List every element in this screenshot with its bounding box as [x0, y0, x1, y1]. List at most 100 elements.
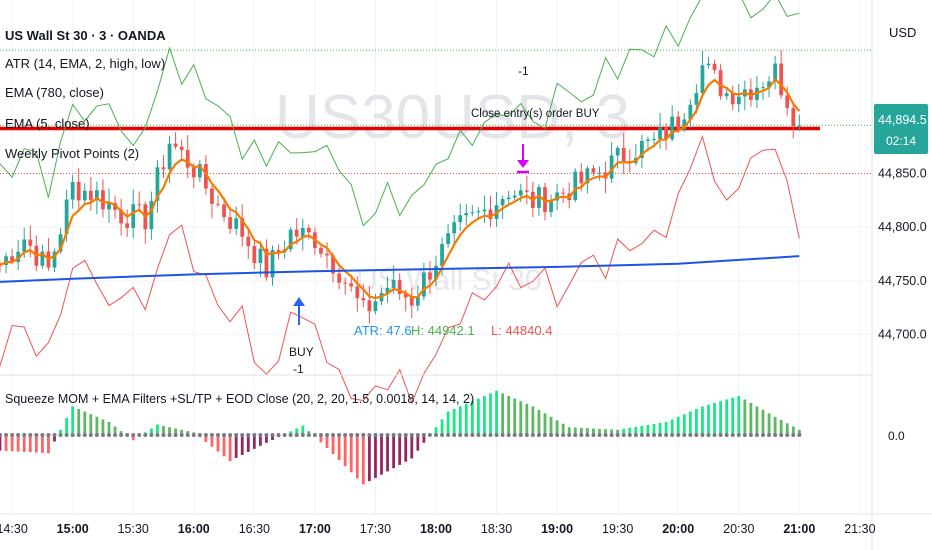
candle-body[interactable] [482, 209, 487, 212]
candle-body[interactable] [470, 212, 475, 214]
candle-body[interactable] [173, 143, 178, 147]
candle-body[interactable] [543, 187, 547, 212]
candle-body[interactable] [264, 248, 269, 278]
candle-body[interactable] [337, 273, 341, 283]
candle-body[interactable] [258, 248, 263, 264]
atr-upper-band[interactable] [0, 0, 800, 227]
indicator-ema-5[interactable]: EMA (5, close) [5, 116, 90, 131]
candle-body[interactable] [52, 251, 57, 268]
candle-body[interactable] [300, 228, 305, 237]
candle-body[interactable] [137, 204, 142, 206]
oscillator-title[interactable]: Squeeze MOM + EMA Filters +SL/TP + EOD C… [5, 392, 474, 406]
candle-body[interactable] [476, 211, 481, 213]
ema-fast-line[interactable] [0, 77, 801, 300]
candle-body[interactable] [131, 204, 136, 228]
candle-body[interactable] [252, 246, 257, 264]
candle-body[interactable] [573, 171, 578, 201]
candle-body[interactable] [10, 256, 14, 263]
candle-body[interactable] [609, 155, 614, 179]
candle-body[interactable] [767, 81, 771, 88]
candle-body[interactable] [119, 209, 123, 224]
candle-body[interactable] [149, 200, 154, 230]
candle-body[interactable] [688, 104, 693, 120]
candle-body[interactable] [276, 249, 281, 253]
candle-body[interactable] [555, 192, 559, 201]
candle-body[interactable] [797, 125, 802, 127]
candle-body[interactable] [446, 233, 450, 244]
candle-body[interactable] [579, 171, 584, 184]
candle-body[interactable] [306, 228, 311, 233]
candle-body[interactable] [343, 282, 348, 284]
candle-body[interactable] [664, 127, 668, 140]
candle-body[interactable] [718, 70, 723, 97]
candle-body[interactable] [88, 190, 93, 201]
candle-body[interactable] [676, 116, 681, 130]
atr-lower-band[interactable] [0, 134, 800, 405]
candle-body[interactable] [204, 164, 208, 189]
candle-body[interactable] [167, 143, 172, 170]
candle-body[interactable] [4, 256, 8, 265]
candle-body[interactable] [549, 200, 553, 212]
candle-body[interactable] [591, 168, 596, 173]
candle-body[interactable] [391, 279, 396, 288]
candle-body[interactable] [458, 215, 463, 223]
candle-body[interactable] [294, 229, 299, 237]
candle-body[interactable] [791, 108, 796, 127]
candle-body[interactable] [712, 63, 717, 71]
candle-body[interactable] [325, 253, 329, 256]
candle-body[interactable] [658, 127, 662, 140]
candle-body[interactable] [125, 223, 130, 228]
candle-body[interactable] [682, 119, 687, 130]
candle-body[interactable] [82, 190, 87, 201]
candle-body[interactable] [355, 286, 360, 299]
candle-body[interactable] [349, 283, 354, 287]
candle-body[interactable] [694, 93, 699, 105]
candle-body[interactable] [730, 93, 735, 105]
candle-body[interactable] [561, 192, 566, 194]
candle-body[interactable] [422, 272, 426, 297]
candle-body[interactable] [706, 63, 711, 66]
indicator-atr[interactable]: ATR (14, EMA, 2, high, low) [5, 56, 165, 71]
candle-body[interactable] [640, 140, 644, 158]
candle-body[interactable] [773, 63, 777, 82]
candle-body[interactable] [16, 251, 21, 263]
candle-body[interactable] [22, 239, 27, 252]
candle-body[interactable] [246, 236, 251, 247]
candle-body[interactable] [512, 195, 517, 198]
candle-body[interactable] [367, 300, 372, 312]
candle-body[interactable] [452, 222, 457, 234]
indicator-ema-780[interactable]: EMA (780, close) [5, 85, 104, 100]
candle-body[interactable] [506, 197, 511, 199]
candle-body[interactable] [234, 218, 239, 229]
candle-body[interactable] [270, 249, 275, 278]
candle-body[interactable] [652, 139, 656, 141]
candle-body[interactable] [428, 272, 432, 280]
candle-body[interactable] [524, 190, 529, 192]
candle-body[interactable] [785, 95, 790, 109]
candle-body[interactable] [736, 96, 741, 105]
time-axis[interactable]: 14:30 15:00 15:30 16:00 16:30 17:00 17:30 18:00… [0, 522, 876, 536]
ema-slow-line[interactable] [0, 255, 800, 283]
candle-body[interactable] [197, 164, 202, 178]
candle-body[interactable] [240, 218, 245, 237]
currency-label[interactable]: USD [889, 25, 916, 40]
price-axis[interactable]: 44,700.0 44,750.0 44,800.0 44,850.0 [878, 167, 927, 342]
candle-body[interactable] [179, 146, 184, 150]
candle-body[interactable] [288, 229, 293, 250]
candle-body[interactable] [597, 172, 602, 174]
candle-body[interactable] [222, 204, 226, 218]
candle-body[interactable] [95, 190, 99, 201]
indicator-pivots[interactable]: Weekly Pivot Points (2) [5, 146, 139, 161]
candle-body[interactable] [761, 87, 765, 89]
candle-body[interactable] [724, 93, 729, 97]
candle-body[interactable] [397, 279, 402, 294]
candle-body[interactable] [779, 63, 784, 96]
candle-body[interactable] [155, 167, 160, 201]
candle-body[interactable] [64, 199, 69, 235]
candle-body[interactable] [319, 248, 323, 254]
candle-body[interactable] [40, 251, 45, 266]
candle-body[interactable] [58, 234, 63, 252]
candle-body[interactable] [210, 188, 214, 204]
candle-body[interactable] [76, 182, 81, 201]
candle-body[interactable] [440, 243, 444, 266]
